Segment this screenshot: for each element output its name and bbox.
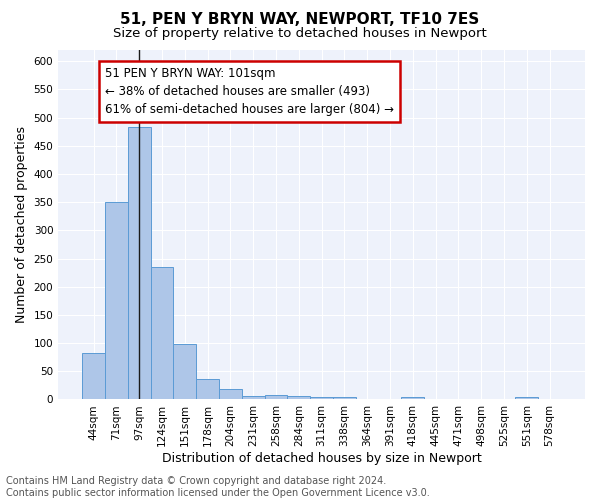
Text: Contains HM Land Registry data © Crown copyright and database right 2024.
Contai: Contains HM Land Registry data © Crown c… (6, 476, 430, 498)
Bar (333, 396, 356, 400)
Y-axis label: Number of detached properties: Number of detached properties (15, 126, 28, 323)
Bar (242, 396, 265, 400)
Bar (310, 396, 333, 400)
Bar (128, 127, 151, 400)
Bar (401, 396, 424, 400)
Bar (287, 396, 310, 400)
Text: Size of property relative to detached houses in Newport: Size of property relative to detached ho… (113, 28, 487, 40)
Bar (515, 396, 538, 400)
X-axis label: Distribution of detached houses by size in Newport: Distribution of detached houses by size … (162, 452, 481, 465)
Bar (196, 378, 219, 400)
Bar (265, 395, 287, 400)
Bar (82, 352, 105, 400)
Bar (173, 344, 196, 400)
Bar (219, 390, 242, 400)
Bar (105, 202, 128, 400)
Text: 51 PEN Y BRYN WAY: 101sqm
← 38% of detached houses are smaller (493)
61% of semi: 51 PEN Y BRYN WAY: 101sqm ← 38% of detac… (105, 67, 394, 116)
Text: 51, PEN Y BRYN WAY, NEWPORT, TF10 7ES: 51, PEN Y BRYN WAY, NEWPORT, TF10 7ES (121, 12, 479, 28)
Bar (151, 267, 173, 400)
